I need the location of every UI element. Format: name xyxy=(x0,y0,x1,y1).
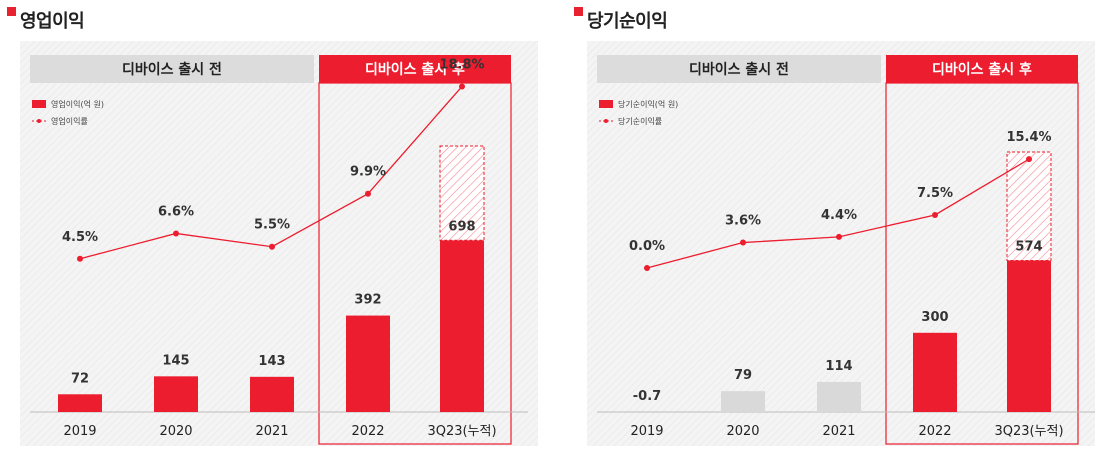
margin-value-label: 3.6% xyxy=(725,214,761,229)
margin-line xyxy=(79,86,463,260)
margin-value-label: 6.6% xyxy=(158,204,194,219)
bar-value-label: 392 xyxy=(354,293,381,308)
margin-point xyxy=(365,190,371,197)
margin-value-label: 18.8% xyxy=(439,57,484,72)
margin-point xyxy=(77,255,83,262)
x-tick-label: 2021 xyxy=(822,424,855,439)
bar-value-label: 574 xyxy=(1015,239,1042,254)
x-tick-label: 3Q23(누적) xyxy=(427,424,496,439)
margin-point xyxy=(644,265,650,271)
after-launch-frame xyxy=(885,82,1079,445)
x-tick-label: 2022 xyxy=(351,424,384,439)
bar xyxy=(250,376,294,412)
margin-point xyxy=(1026,156,1032,163)
margin-value-label: 0.0% xyxy=(629,239,665,254)
margin-point xyxy=(269,243,275,250)
margin-point xyxy=(740,239,746,246)
bar xyxy=(817,381,861,412)
header-before-bg xyxy=(597,55,881,83)
margin-point xyxy=(173,230,179,237)
legend-line-label: 당기순이익률 xyxy=(618,116,662,126)
panel-title: 영업이익 xyxy=(20,11,85,32)
margin-point xyxy=(932,211,938,218)
bar xyxy=(913,332,957,412)
panel-title: 당기순이익 xyxy=(587,11,668,32)
header-after-label: 디바이스 출시 후 xyxy=(365,61,465,78)
bar xyxy=(346,315,390,412)
header-before-bg xyxy=(30,55,314,83)
bar-value-label: 114 xyxy=(825,359,852,374)
x-tick-label: 2020 xyxy=(159,424,192,439)
bar xyxy=(1007,260,1051,412)
header-before-label: 디바이스 출시 전 xyxy=(689,61,789,78)
x-tick-label: 2021 xyxy=(255,424,288,439)
bar-value-label: 698 xyxy=(448,219,475,234)
legend-line-marker xyxy=(37,119,41,123)
x-tick-label: 2019 xyxy=(630,424,663,439)
legend-bar-label: 영업이익(억 원) xyxy=(51,99,104,109)
bar-hatched-extension xyxy=(439,145,485,241)
bar-value-label: 72 xyxy=(71,371,89,386)
x-tick-label: 2020 xyxy=(726,424,759,439)
bar xyxy=(58,394,102,412)
margin-value-label: 9.9% xyxy=(350,165,386,180)
title-marker-icon xyxy=(574,7,583,16)
legend-line-marker xyxy=(604,119,608,123)
legend-bar-label: 당기순이익(억 원) xyxy=(618,99,678,109)
header-after-bg xyxy=(319,55,511,83)
margin-point xyxy=(459,83,465,90)
legend-bar-swatch xyxy=(32,100,46,108)
margin-value-label: 7.5% xyxy=(917,186,953,201)
legend-bar-swatch xyxy=(599,100,613,108)
x-tick-label: 3Q23(누적) xyxy=(994,424,1063,439)
bar xyxy=(440,240,484,412)
bar xyxy=(154,376,198,412)
margin-value-label: 15.4% xyxy=(1006,130,1051,145)
title-marker-icon xyxy=(7,7,16,16)
after-launch-frame xyxy=(318,82,512,445)
margin-value-label: 4.5% xyxy=(62,230,98,245)
bar-value-label: 300 xyxy=(921,310,948,325)
header-after-bg xyxy=(886,55,1078,83)
bar-value-label: -0.7 xyxy=(633,389,661,404)
header-after-label: 디바이스 출시 후 xyxy=(932,61,1032,78)
x-tick-label: 2022 xyxy=(918,424,951,439)
margin-value-label: 4.4% xyxy=(821,208,857,223)
bar-value-label: 145 xyxy=(162,353,189,368)
bar-hatched-extension xyxy=(1006,151,1052,261)
bar-value-label: 79 xyxy=(734,368,752,383)
header-before-label: 디바이스 출시 전 xyxy=(122,61,222,78)
bar xyxy=(721,391,765,412)
bar-value-label: 143 xyxy=(258,354,285,369)
margin-point xyxy=(836,233,842,240)
legend-line-label: 영업이익률 xyxy=(51,116,88,126)
x-tick-label: 2019 xyxy=(63,424,96,439)
margin-value-label: 5.5% xyxy=(254,218,290,233)
